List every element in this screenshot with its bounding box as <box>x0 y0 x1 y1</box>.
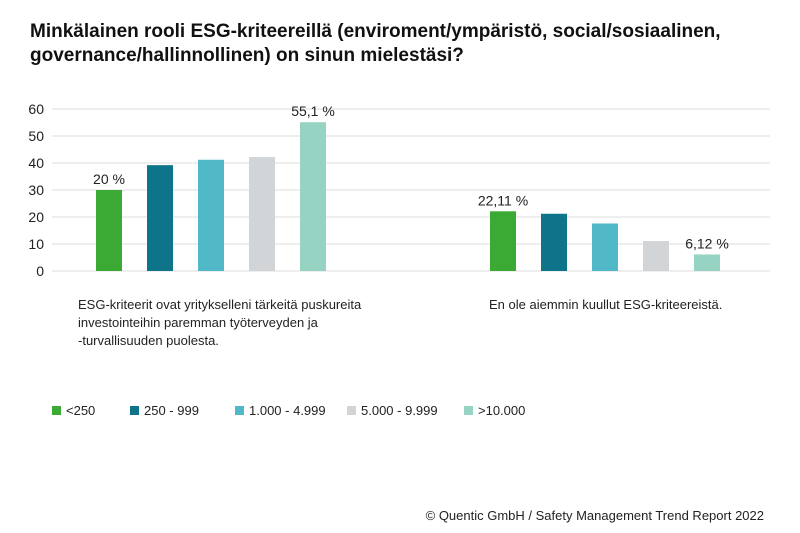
legend-swatch <box>464 406 473 415</box>
legend-item: >10.000 <box>464 403 554 418</box>
legend-label: 1.000 - 4.999 <box>249 403 326 418</box>
category-label-2: En ole aiemmin kuullut ESG-kriteereistä. <box>489 296 769 314</box>
legend-label: 5.000 - 9.999 <box>361 403 438 418</box>
bar <box>694 254 720 271</box>
bar <box>198 159 224 271</box>
bar <box>490 211 516 271</box>
y-tick-label: 50 <box>28 128 44 144</box>
category-label-2-line: En ole aiemmin kuullut ESG-kriteereistä. <box>489 297 723 312</box>
legend-item: 1.000 - 4.999 <box>235 403 347 418</box>
chart-title-line-2: governance/hallinnollinen) on sinun miel… <box>30 45 464 66</box>
data-label: 55,1 % <box>291 103 335 119</box>
data-label: 6,12 % <box>685 235 729 251</box>
legend-swatch <box>347 406 356 415</box>
bar <box>592 223 618 271</box>
bar <box>541 213 567 271</box>
category-label-1-line: investointeihin paremman työterveyden ja <box>78 315 318 330</box>
y-tick-label: 20 <box>28 209 44 225</box>
y-tick-label: 30 <box>28 182 44 198</box>
legend-label: 250 - 999 <box>144 403 199 418</box>
category-label-1-line: ESG-kriteerit ovat yritykselleni tärkeit… <box>78 297 362 312</box>
bar <box>96 190 122 271</box>
y-tick-label: 10 <box>28 236 44 252</box>
y-tick-label: 0 <box>36 263 44 279</box>
data-label: 20 % <box>93 171 125 187</box>
chart-title-line-1: Minkälainen rooli ESG-kriteereillä (envi… <box>30 21 721 42</box>
y-tick-label: 40 <box>28 155 44 171</box>
category-label-1: ESG-kriteerit ovat yritykselleni tärkeit… <box>78 296 378 350</box>
y-tick-label: 60 <box>28 101 44 117</box>
bar <box>300 122 326 271</box>
legend-item: <250 <box>52 403 130 418</box>
data-label: 22,11 % <box>478 192 528 208</box>
bar <box>249 157 275 271</box>
legend-item: 250 - 999 <box>130 403 235 418</box>
legend-item: 5.000 - 9.999 <box>347 403 464 418</box>
legend: <250 250 - 999 1.000 - 4.999 5.000 - 9.9… <box>52 403 554 418</box>
legend-swatch <box>235 406 244 415</box>
legend-label: <250 <box>66 403 96 418</box>
legend-label: >10.000 <box>478 403 526 418</box>
category-label-1-line: -turvallisuuden puolesta. <box>78 333 219 348</box>
copyright-notice: © Quentic GmbH / Safety Management Trend… <box>425 508 764 523</box>
bar <box>643 241 669 271</box>
legend-swatch <box>52 406 61 415</box>
bar <box>147 165 173 271</box>
legend-swatch <box>130 406 139 415</box>
chart-title: Minkälainen rooli ESG-kriteereillä (envi… <box>30 20 770 68</box>
